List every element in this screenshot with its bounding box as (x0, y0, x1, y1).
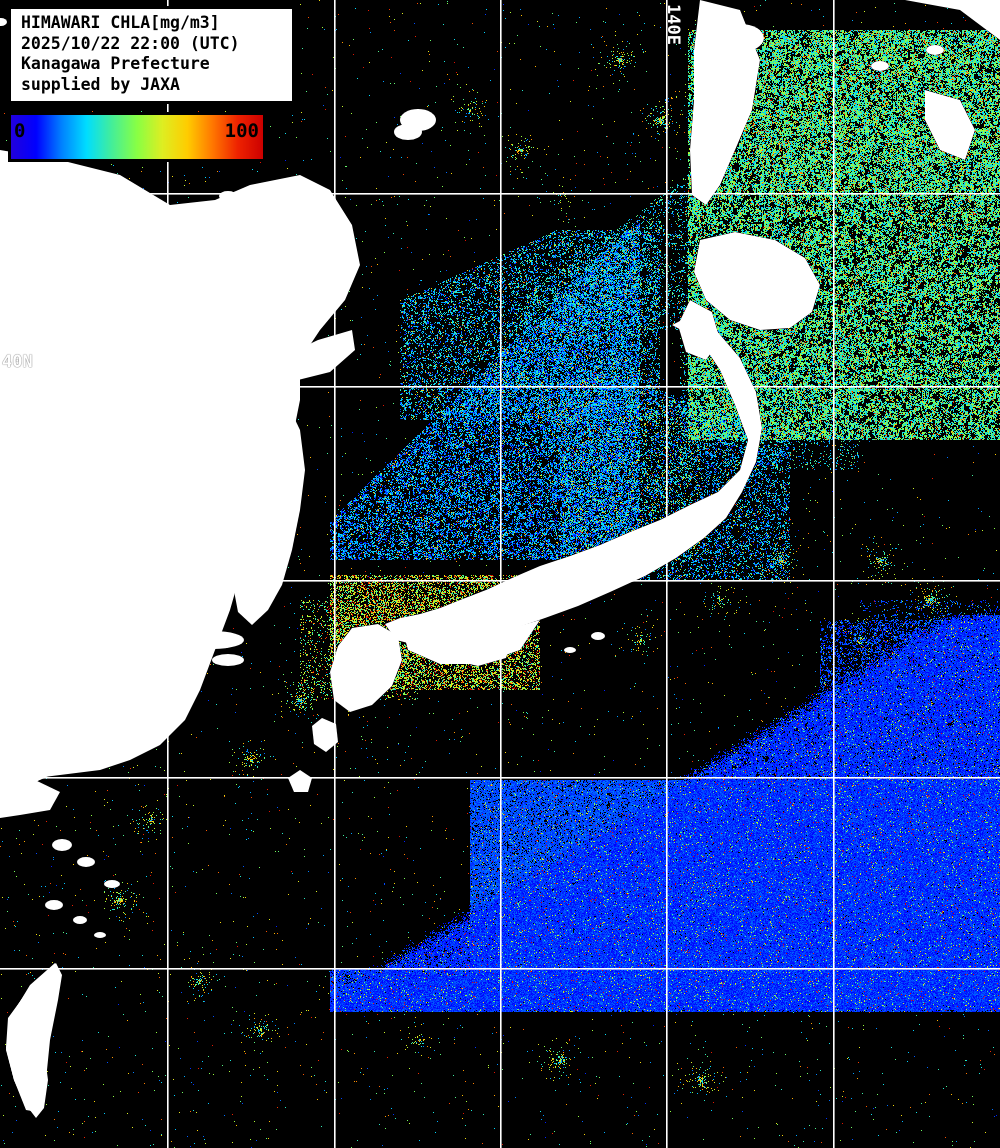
colorbar: 0 100 (8, 112, 266, 162)
longitude-label-140e: 140E (663, 4, 683, 45)
legend-product-line: HIMAWARI CHLA[mg/m3] (21, 13, 220, 32)
legend-info-box: HIMAWARI CHLA[mg/m3] 2025/10/22 22:00 (U… (8, 6, 295, 104)
legend-credit-line: supplied by JAXA (21, 74, 180, 94)
legend-region-line: Kanagawa Prefecture (21, 54, 210, 73)
colorbar-gradient (11, 115, 263, 159)
latitude-label-40n: 40N (2, 352, 33, 372)
colorbar-max-label: 100 (224, 120, 259, 142)
legend-timestamp-line: 2025/10/22 22:00 (UTC) (21, 33, 240, 53)
colorbar-min-label: 0 (14, 120, 26, 142)
